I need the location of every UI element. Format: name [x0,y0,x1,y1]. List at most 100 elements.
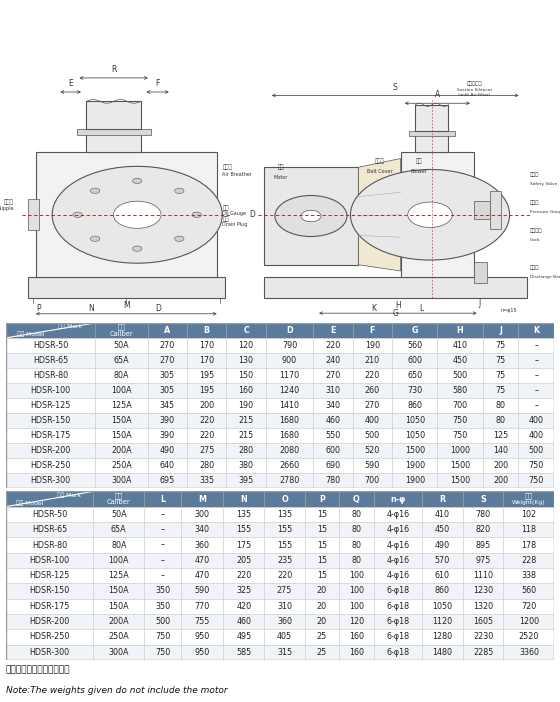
Bar [422,568,463,583]
Bar [374,507,422,522]
Text: 125A: 125A [111,401,132,410]
Text: –: – [534,401,538,410]
Bar [519,338,554,353]
Text: 770: 770 [194,602,210,611]
Bar [148,458,187,473]
Text: –: – [534,341,538,350]
Text: 560: 560 [521,586,536,595]
Bar [483,473,519,488]
Text: 102: 102 [521,510,536,519]
Text: 6-φ18: 6-φ18 [386,586,409,595]
Bar [226,428,266,443]
Bar [223,522,264,537]
Bar [437,473,483,488]
Text: Suction Silencer: Suction Silencer [456,88,492,92]
Text: 4-φ16: 4-φ16 [386,556,409,565]
Bar [264,507,305,522]
Bar [422,583,463,599]
Text: HDSR-125: HDSR-125 [30,401,71,410]
Bar [339,629,374,644]
Text: 1200: 1200 [519,617,539,626]
Bar [6,522,94,537]
Text: 650: 650 [407,371,422,380]
Text: Oil Gauge: Oil Gauge [222,211,246,216]
Text: 750: 750 [529,461,544,470]
Text: 220: 220 [199,431,214,440]
Text: 700: 700 [452,401,468,410]
Text: 280: 280 [239,446,254,455]
Bar [148,353,187,368]
Bar [437,368,483,383]
Text: L: L [419,305,424,313]
Bar [27,277,225,298]
Text: D: D [286,326,293,335]
Bar [95,383,148,398]
Text: F: F [370,326,375,335]
Text: 风机: 风机 [416,158,422,164]
Text: 240: 240 [325,356,340,365]
Text: G: G [393,309,398,318]
Bar [463,507,503,522]
Bar [144,491,181,507]
Text: 电机: 电机 [277,164,284,170]
Text: HDSR-125: HDSR-125 [29,571,69,580]
Bar [483,458,519,473]
Text: 170: 170 [199,341,214,350]
Bar [416,133,449,152]
Bar [503,568,554,583]
Text: 4-φ16: 4-φ16 [386,510,409,519]
Text: 80: 80 [496,416,506,425]
Bar [94,614,144,629]
Text: 405: 405 [277,633,292,642]
Bar [314,473,353,488]
Bar [463,491,503,507]
Text: 160: 160 [349,648,364,657]
Bar [86,132,141,152]
Bar [353,323,392,338]
Text: 65A: 65A [114,356,129,365]
Text: 390: 390 [160,431,175,440]
Bar [422,614,463,629]
Bar [422,507,463,522]
Text: 155: 155 [236,525,251,534]
Bar [266,458,314,473]
Circle shape [351,169,510,260]
Bar [353,338,392,353]
Bar [6,443,95,458]
Bar [144,599,181,614]
Bar [483,338,519,353]
Bar [353,473,392,488]
Bar [314,353,353,368]
Text: 6-φ18: 6-φ18 [386,648,409,657]
Text: 895: 895 [475,541,491,550]
Bar [353,458,392,473]
Text: HDSR-250: HDSR-250 [29,633,69,642]
Bar [6,614,94,629]
Bar [503,614,554,629]
Text: 390: 390 [160,416,175,425]
Text: 780: 780 [325,476,340,485]
Bar [305,599,339,614]
Text: Grease Nipple: Grease Nipple [0,206,14,211]
Bar [95,338,148,353]
Bar [181,583,223,599]
Text: HDSR-300: HDSR-300 [29,648,69,657]
Text: 790: 790 [282,341,297,350]
Text: HDSR-200: HDSR-200 [29,617,69,626]
Text: 1240: 1240 [279,386,300,395]
Text: 590: 590 [194,586,210,595]
Bar [226,323,266,338]
Bar [6,599,94,614]
Text: (with Air Filter): (with Air Filter) [458,93,491,97]
Bar [474,201,490,220]
Text: 型式 Model: 型式 Model [16,501,44,506]
Text: Cock: Cock [530,238,540,241]
Text: Q: Q [353,494,360,503]
Text: J: J [478,299,480,308]
Bar [226,413,266,428]
Text: 750: 750 [452,431,468,440]
Bar [264,614,305,629]
Text: 口径: 口径 [115,492,123,499]
Text: 75: 75 [496,356,506,365]
Bar [6,338,95,353]
